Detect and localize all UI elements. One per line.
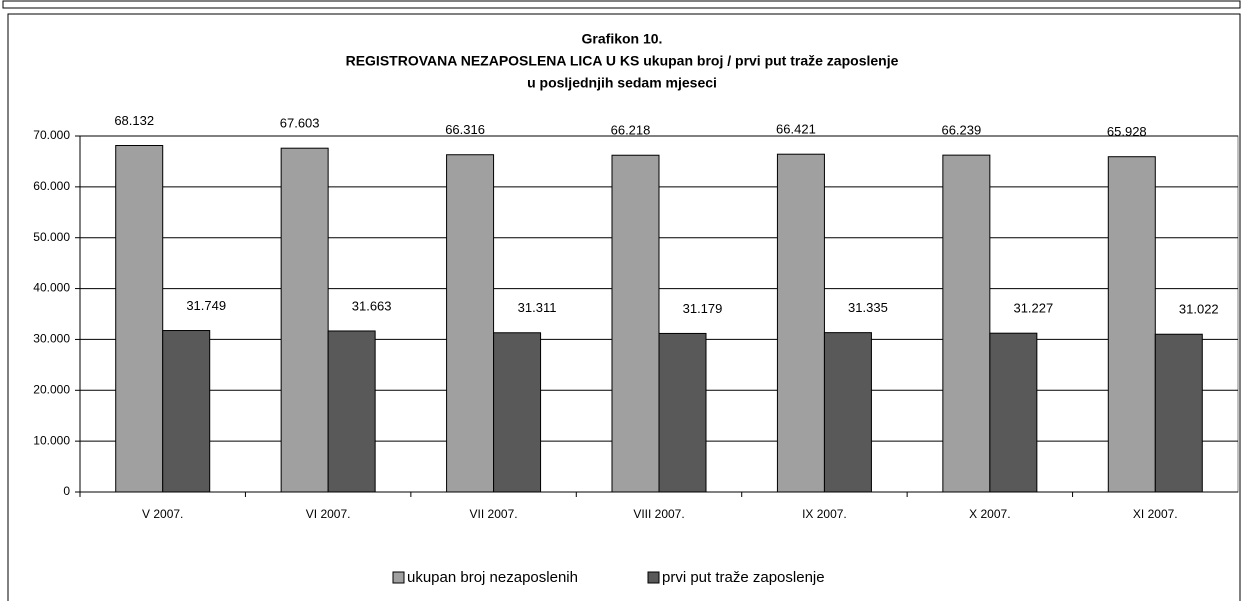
legend-swatch [647, 571, 660, 584]
legend-swatch [392, 571, 405, 584]
value-label: 31.022 [1179, 302, 1219, 317]
x-tick-label: V 2007. [142, 507, 183, 521]
value-label: 31.335 [848, 300, 888, 315]
x-tick-label: VI 2007. [306, 507, 351, 521]
bar [446, 154, 495, 493]
bar [989, 332, 1038, 493]
value-label: 31.663 [352, 298, 392, 313]
value-label: 67.603 [280, 116, 320, 131]
value-label: 31.227 [1013, 301, 1053, 316]
x-tick-label: IX 2007. [802, 507, 847, 521]
bar [823, 332, 872, 493]
bar [162, 330, 211, 493]
y-tick-label: 20.000 [33, 382, 70, 396]
legend-label: ukupan broj nezaposlenih [407, 569, 578, 586]
value-label: 65.928 [1107, 124, 1147, 139]
x-tick-label: XI 2007. [1133, 507, 1178, 521]
y-tick-label: 40.000 [33, 281, 70, 295]
value-label: 31.179 [683, 301, 723, 316]
y-tick-label: 10.000 [33, 433, 70, 447]
top-frame [2, 0, 1241, 9]
y-tick-label: 30.000 [33, 332, 70, 346]
bar [115, 145, 164, 493]
value-label: 31.311 [518, 300, 557, 315]
x-tick-label: VII 2007. [470, 507, 518, 521]
y-tick-label: 60.000 [33, 179, 70, 193]
bar [776, 153, 825, 493]
bar [327, 330, 376, 493]
legend-label: prvi put traže zaposlenje [662, 569, 825, 586]
chart-title: REGISTROVANA NEZAPOSLENA LICA U KS ukupa… [346, 53, 899, 69]
bar [611, 154, 660, 493]
x-tick-label: X 2007. [969, 507, 1010, 521]
y-tick-label: 70.000 [33, 128, 70, 142]
bar [942, 154, 991, 493]
value-label: 66.421 [776, 122, 816, 137]
value-label: 31.749 [186, 298, 226, 313]
value-label: 66.239 [941, 123, 981, 138]
bar [658, 332, 707, 493]
chart-title: u posljednjih sedam mjeseci [527, 75, 717, 91]
value-label: 68.132 [114, 113, 154, 128]
bar [280, 147, 329, 493]
bar [1107, 156, 1156, 493]
y-tick-label: 50.000 [33, 230, 70, 244]
bar [1154, 333, 1203, 493]
chart-frame [7, 13, 1241, 601]
value-label: 66.218 [611, 123, 651, 138]
x-tick-label: VIII 2007. [633, 507, 684, 521]
y-tick-label: 0 [63, 484, 70, 498]
value-label: 66.316 [445, 122, 485, 137]
bar [493, 332, 542, 493]
chart-title: Grafikon 10. [582, 31, 663, 47]
